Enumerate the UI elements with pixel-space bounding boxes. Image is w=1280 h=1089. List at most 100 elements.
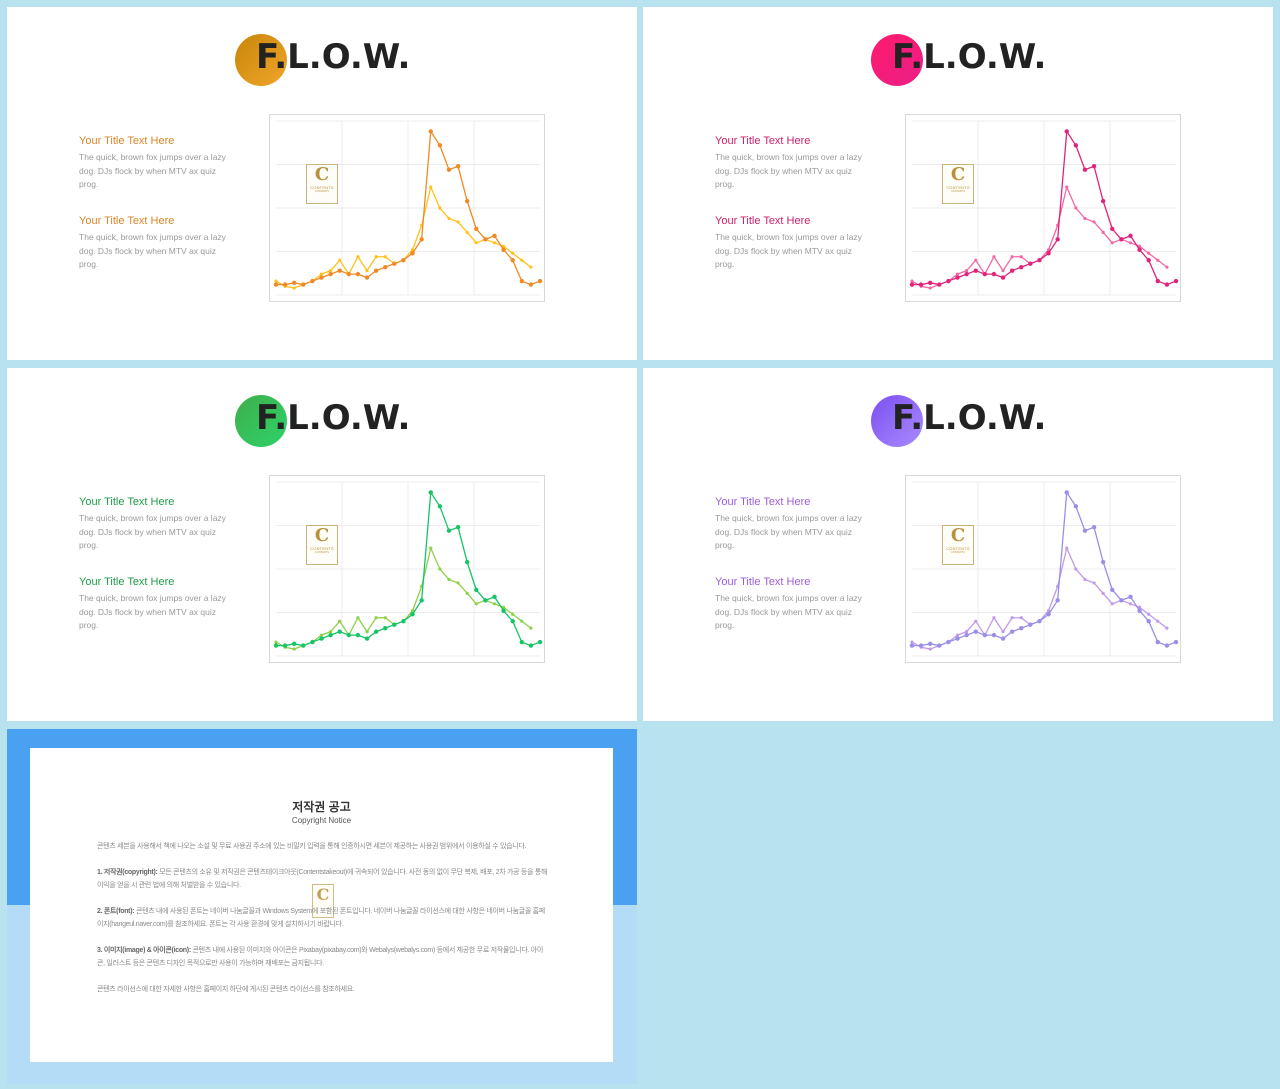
data-point xyxy=(446,528,452,533)
data-point xyxy=(1019,264,1024,270)
data-point xyxy=(955,275,960,280)
data-point xyxy=(529,265,533,269)
data-point xyxy=(465,591,469,595)
item-title: Your Title Text Here xyxy=(715,576,811,588)
data-point xyxy=(501,244,506,248)
data-point xyxy=(510,619,515,624)
data-point xyxy=(1137,605,1142,609)
item-desc: The quick, brown fox jumps over a lazy d… xyxy=(79,152,226,189)
data-point xyxy=(1156,619,1160,623)
flow-logo: F.L.O.W. xyxy=(256,398,411,438)
data-point xyxy=(946,639,951,645)
data-point xyxy=(437,143,443,148)
copyright-slide: 저작권 공고 Copyright Notice C 콘텐츠 세븐을 사용해서 책… xyxy=(7,729,637,1084)
data-point xyxy=(1146,258,1151,263)
chart-svg xyxy=(273,481,543,657)
data-point xyxy=(338,258,342,262)
data-point xyxy=(492,241,497,245)
data-point xyxy=(909,643,915,648)
data-point xyxy=(1101,591,1105,595)
data-point xyxy=(1147,612,1151,616)
data-point xyxy=(364,636,370,641)
data-point xyxy=(520,258,524,262)
data-point xyxy=(355,271,361,277)
data-point xyxy=(1073,143,1079,148)
data-point xyxy=(364,275,370,280)
data-point xyxy=(1001,269,1005,273)
data-point xyxy=(1000,275,1006,280)
data-point xyxy=(410,612,415,617)
data-point xyxy=(365,269,369,273)
data-point xyxy=(374,616,378,620)
data-point xyxy=(483,598,488,603)
data-point xyxy=(374,255,378,259)
data-point xyxy=(301,282,306,287)
line-chart: C CONTENTS CONTENTS xyxy=(905,475,1181,663)
item-desc: The quick, brown fox jumps over a lazy d… xyxy=(715,513,862,550)
data-point xyxy=(492,594,497,600)
data-point xyxy=(528,282,534,287)
data-point xyxy=(1046,609,1051,613)
data-point xyxy=(1065,185,1069,189)
data-point xyxy=(428,490,433,495)
data-point xyxy=(519,278,524,284)
data-point xyxy=(437,504,443,509)
data-point xyxy=(519,639,524,645)
data-point xyxy=(319,633,324,637)
data-point xyxy=(1019,625,1024,631)
data-point xyxy=(918,643,924,648)
item-title: Your Title Text Here xyxy=(79,496,175,508)
data-point xyxy=(356,255,360,259)
data-point xyxy=(455,164,461,169)
data-point xyxy=(446,167,452,172)
data-point xyxy=(1091,164,1097,169)
notice-para-1: 1. 저작권(copyright): 모든 콘텐츠의 소유 및 저작권은 콘텐츠… xyxy=(97,869,548,889)
contents-watermark: C CONTENTS CONTENTS xyxy=(306,164,338,204)
item-desc: The quick, brown fox jumps over a lazy d… xyxy=(715,593,862,630)
data-point xyxy=(928,280,933,286)
notice-para-2: 2. 폰트(font): 콘텐츠 내에 사용된 폰트는 네이버 나눔글꼴과 Wi… xyxy=(97,908,545,928)
data-point xyxy=(501,247,506,252)
data-point xyxy=(1055,237,1060,242)
text-item-2: Your Title Text Here The quick, brown fo… xyxy=(715,215,865,272)
data-point xyxy=(410,251,415,256)
data-point xyxy=(346,271,352,277)
data-point xyxy=(455,525,461,530)
data-point xyxy=(1155,278,1160,284)
data-point xyxy=(1046,248,1051,252)
data-point xyxy=(1137,608,1142,613)
data-point xyxy=(955,636,960,641)
slide-1: F.L.O.W. Your Title Text Here The quick,… xyxy=(7,7,637,360)
data-point xyxy=(329,630,333,634)
item-title: Your Title Text Here xyxy=(79,135,175,147)
data-point xyxy=(1164,282,1170,287)
line-chart: C CONTENTS CONTENTS xyxy=(905,114,1181,302)
data-point xyxy=(474,226,479,232)
line-chart: C CONTENTS CONTENTS xyxy=(269,114,545,302)
data-point xyxy=(474,587,479,593)
data-point xyxy=(1146,619,1151,624)
contents-watermark: C CONTENTS CONTENTS xyxy=(942,164,974,204)
data-point xyxy=(991,271,997,277)
data-point xyxy=(438,567,442,571)
data-point xyxy=(955,633,960,637)
data-point xyxy=(1092,220,1096,224)
data-point xyxy=(373,268,379,273)
data-point xyxy=(447,577,451,582)
data-point xyxy=(1028,261,1033,266)
data-point xyxy=(383,616,387,620)
data-point xyxy=(365,630,369,634)
data-point xyxy=(273,282,279,287)
data-point xyxy=(937,282,942,287)
logo-circle xyxy=(871,34,923,86)
data-point xyxy=(1046,251,1051,256)
data-point xyxy=(1128,241,1133,245)
data-point xyxy=(292,280,297,286)
text-item-1: Your Title Text Here The quick, brown fo… xyxy=(715,496,865,553)
data-point xyxy=(928,286,932,290)
data-point xyxy=(1019,255,1023,259)
data-point xyxy=(1165,626,1169,630)
item-desc: The quick, brown fox jumps over a lazy d… xyxy=(715,232,862,269)
item-title: Your Title Text Here xyxy=(715,135,811,147)
data-point xyxy=(1119,598,1124,603)
